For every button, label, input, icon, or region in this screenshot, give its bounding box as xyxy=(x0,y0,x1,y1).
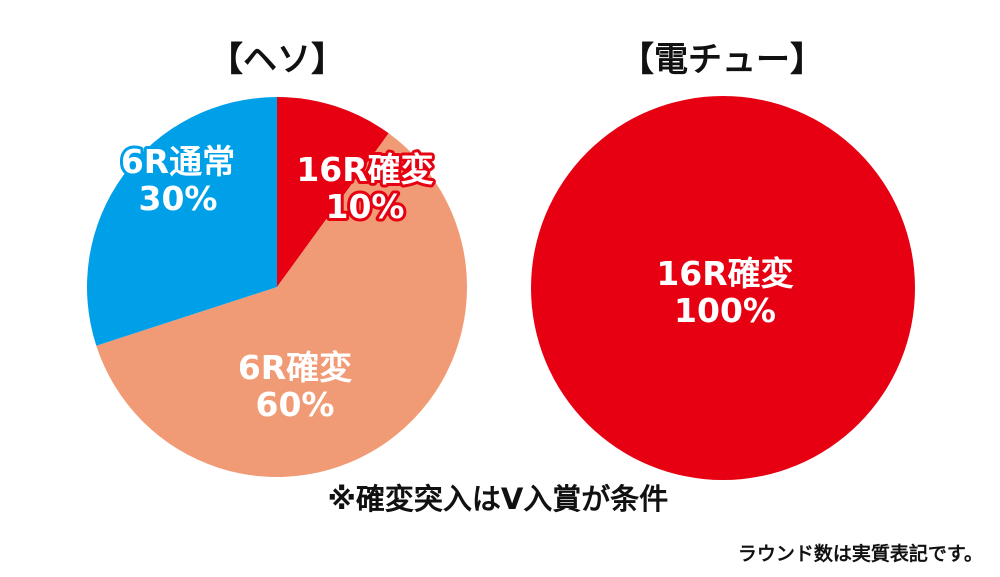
pie-slice-sr16-kakuhen xyxy=(277,97,389,287)
condition-note: ※確変突入はV入賞が条件 xyxy=(328,482,669,516)
pie-slice-r6-tsujo xyxy=(87,97,277,346)
chart-title: 【ヘソ】 xyxy=(209,40,345,80)
pie-slice-r6-kakuhen xyxy=(96,133,468,478)
slice-value-label: 30% xyxy=(139,179,218,218)
pie-slice-sr16-kakuhen xyxy=(531,96,915,480)
slice-name-label: 6R確変 xyxy=(238,348,352,387)
chart-title: 【電チュー】 xyxy=(620,40,824,80)
slice-name-label: 16R確変 xyxy=(296,150,433,189)
slice-value-label: 60% xyxy=(256,385,335,424)
slice-value-label: 10% xyxy=(326,187,405,226)
slice-value-label: 100% xyxy=(674,291,776,330)
slice-name-label: 16R確変 xyxy=(656,254,793,293)
round-count-note: ラウンド数は実質表記です。 xyxy=(738,542,983,565)
slice-name-label: 6R通常 xyxy=(121,142,235,181)
